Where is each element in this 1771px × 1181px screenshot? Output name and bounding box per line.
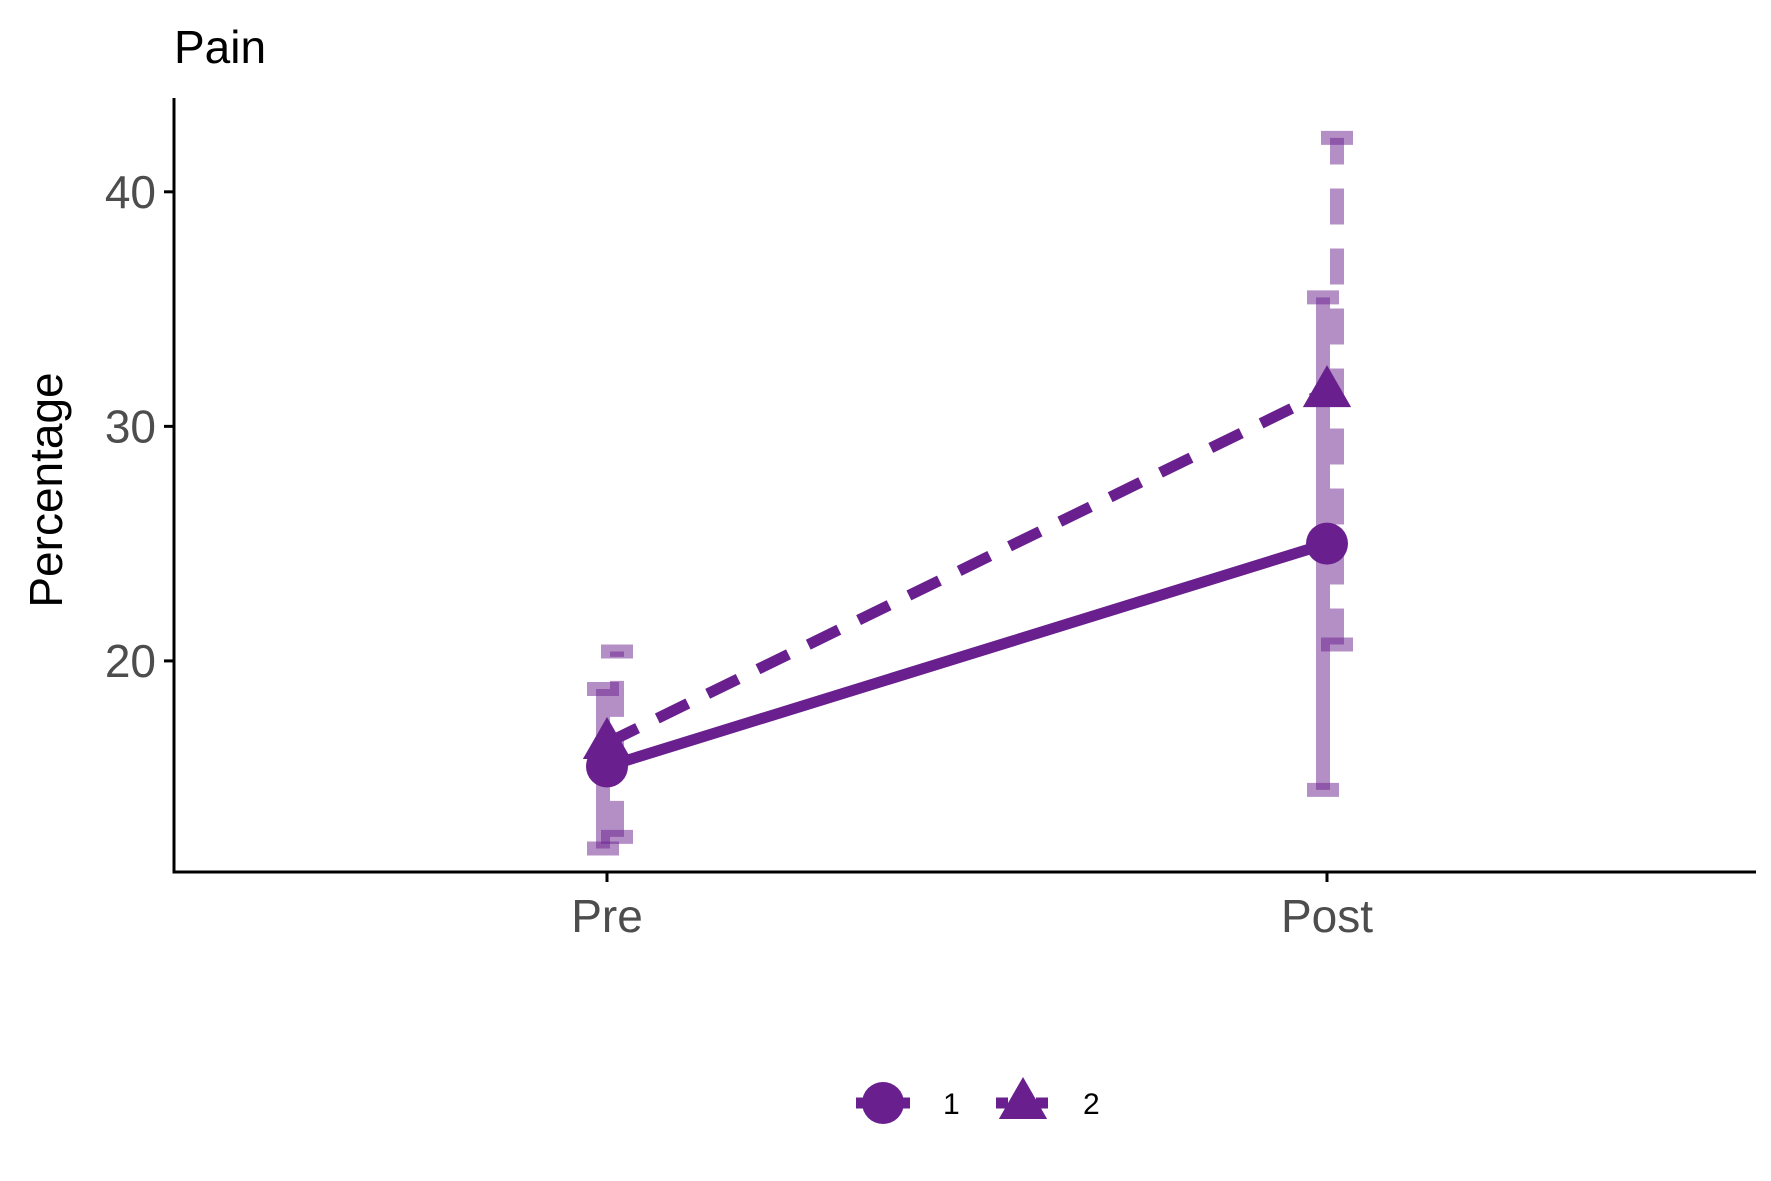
y-tick-label: 40 [105, 166, 156, 218]
y-axis-label: Percentage [20, 372, 72, 607]
legend-item-1: 1 [856, 1082, 960, 1124]
legend-key-marker [998, 1076, 1048, 1119]
y-tick-label: 20 [105, 635, 156, 687]
data-point-series-2 [582, 716, 632, 759]
data-point-series-2 [1302, 365, 1352, 408]
x-tick-label: Pre [571, 890, 643, 942]
legend-key-marker [862, 1082, 904, 1124]
legend-label: 2 [1083, 1088, 1100, 1121]
data-point-series-1 [1306, 522, 1348, 565]
ticks-layer: 20 30 40 Pre Post [105, 166, 1373, 942]
legend-item-2: 2 [996, 1076, 1100, 1121]
series-line-2 [604, 386, 1330, 748]
series-line-1 [605, 538, 1329, 772]
chart-title: Pain [174, 21, 266, 73]
lines-layer [604, 386, 1330, 772]
markers-layer [582, 365, 1352, 788]
legend-label: 1 [943, 1088, 960, 1121]
x-tick-label: Post [1281, 890, 1373, 942]
y-tick-label: 30 [105, 400, 156, 452]
